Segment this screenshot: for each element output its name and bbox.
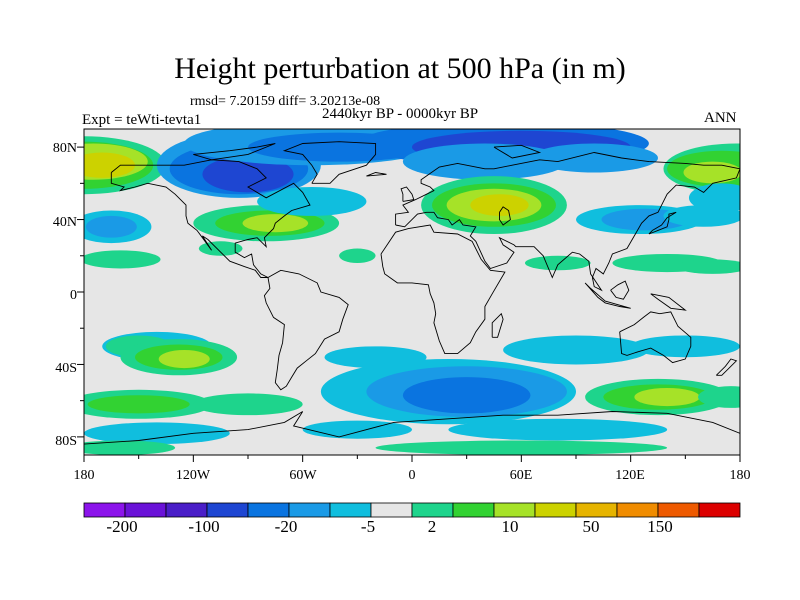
colorbar-label: -100 xyxy=(188,517,220,536)
lon-label-0: 0 xyxy=(408,468,416,483)
colorbar-swatch xyxy=(657,502,700,518)
anomaly-region xyxy=(85,215,137,238)
lon-label-120w: 120W xyxy=(175,468,211,483)
anomaly-region xyxy=(683,161,740,184)
coastline xyxy=(491,312,504,338)
anomaly-region xyxy=(257,186,367,216)
period-text: 2440kyr BP - 0000kyr BP xyxy=(322,106,479,122)
coastline xyxy=(193,143,276,161)
lon-label-60e: 60E xyxy=(509,468,533,483)
anomaly-region xyxy=(84,152,136,178)
coastline xyxy=(493,144,542,159)
colorbar-swatch xyxy=(493,502,536,518)
anomaly-region xyxy=(302,420,413,439)
coastline xyxy=(610,280,630,300)
colorbar-label: -5 xyxy=(360,517,376,536)
colorbar-swatch xyxy=(370,502,413,518)
anomaly-region xyxy=(87,395,190,414)
anomaly-region xyxy=(198,241,243,256)
colorbar-swatch xyxy=(452,502,495,518)
lon-label-120e: 120E xyxy=(615,468,645,483)
anomaly-region xyxy=(530,143,658,173)
colorbar-swatch xyxy=(165,502,208,518)
anomaly-region xyxy=(158,349,210,369)
colorbar-swatch xyxy=(124,502,167,518)
colorbar-swatch xyxy=(616,502,659,518)
anomaly-region xyxy=(202,156,294,193)
anomaly-region xyxy=(688,183,740,213)
coastline xyxy=(650,293,687,311)
coastline xyxy=(715,358,738,376)
coastline xyxy=(584,282,631,309)
anomaly-region xyxy=(524,255,591,271)
anomaly-region xyxy=(193,393,303,416)
colorbar-swatch xyxy=(698,502,741,518)
colorbar-swatch xyxy=(329,502,372,518)
coastline xyxy=(619,311,692,364)
coastline xyxy=(395,152,740,292)
coastline xyxy=(366,172,387,177)
anomaly-region xyxy=(84,440,176,455)
anomaly-region xyxy=(503,335,649,365)
anomaly-region xyxy=(84,250,161,269)
lat-label-40n: 40N xyxy=(52,215,77,230)
lon-label-60w: 60W xyxy=(289,468,317,483)
colorbar xyxy=(83,502,741,518)
colorbar-swatch xyxy=(83,502,126,518)
coastline xyxy=(400,186,415,202)
anomaly-region xyxy=(402,143,567,180)
colorbar-swatch xyxy=(247,502,290,518)
colorbar-label: -20 xyxy=(274,517,298,536)
colorbar-label: -200 xyxy=(106,517,138,536)
colorbar-label: 50 xyxy=(582,517,600,536)
anomaly-region xyxy=(402,377,531,414)
anomaly-region xyxy=(634,387,700,407)
season-label: ANN xyxy=(704,110,737,126)
coastline xyxy=(110,159,311,278)
plot-title: Height perturbation at 500 hPa (in m) xyxy=(174,52,626,85)
colorbar-swatch xyxy=(206,502,249,518)
anomaly-fields xyxy=(84,129,740,455)
anomaly-region xyxy=(470,194,529,216)
lat-label-80s: 80S xyxy=(55,434,77,449)
coastline xyxy=(380,224,506,355)
anomaly-region xyxy=(698,386,740,408)
lon-label-180w: 180 xyxy=(73,468,95,483)
colorbar-swatch xyxy=(575,502,618,518)
anomaly-region xyxy=(630,335,740,358)
coastline xyxy=(282,141,377,184)
colorbar-swatch xyxy=(411,502,454,518)
colorbar-label: 2 xyxy=(427,517,437,536)
stats-text: rmsd= 7.20159 diff= 3.20213e-08 xyxy=(190,94,381,109)
colorbar-swatch xyxy=(534,502,577,518)
anomaly-region xyxy=(84,422,230,445)
colorbar-label: 150 xyxy=(647,517,673,536)
lat-label-0: 0 xyxy=(70,288,77,303)
coastline xyxy=(648,211,677,235)
anomaly-region xyxy=(448,418,668,441)
coastlines xyxy=(84,141,740,445)
colorbar-label: 10 xyxy=(501,517,519,536)
experiment-label: Expt = teWti-tevta1 xyxy=(82,112,202,128)
colorbar-swatch xyxy=(288,502,331,518)
coastline xyxy=(263,269,349,391)
anomaly-region xyxy=(676,259,740,274)
axis-ticks xyxy=(77,146,741,462)
lat-label-80n: 80N xyxy=(52,141,77,156)
lon-label-180e: 180 xyxy=(729,468,751,483)
coastline xyxy=(499,206,511,226)
lat-label-40s: 40S xyxy=(55,361,77,376)
anomaly-region xyxy=(339,248,376,264)
coastline xyxy=(84,411,740,445)
anomaly-region xyxy=(375,440,668,455)
